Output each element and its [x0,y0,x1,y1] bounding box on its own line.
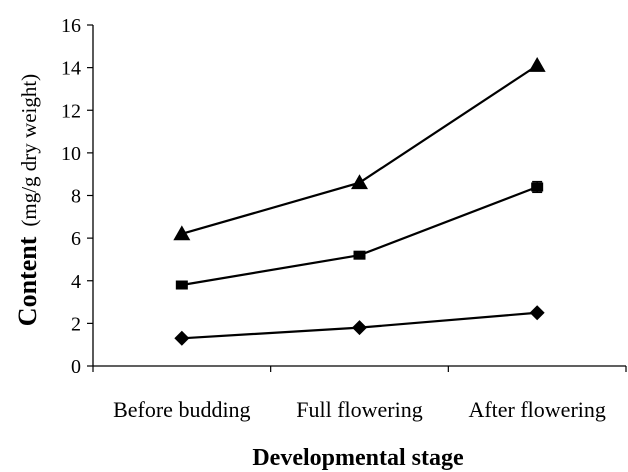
data-point-triangle [351,174,368,190]
x-category-label: Before budding [113,397,250,422]
data-point-square [531,182,544,192]
series-square [175,180,544,290]
y-tick-label: 8 [71,186,81,208]
data-point-square [353,250,366,260]
series-diamond [174,305,545,346]
y-tick-label: 2 [71,313,81,335]
data-point-diamond [352,320,367,336]
y-tick-label: 6 [71,228,81,250]
y-tick-label: 10 [61,143,81,165]
data-point-diamond [174,330,190,346]
data-point-triangle [528,56,546,72]
y-ticks: 0 2 4 6 8 10 12 14 16 [61,15,93,378]
x-category-label: Full flowering [296,397,423,422]
y-axis-title: Content (mg/g dry weight) [13,74,42,326]
series-triangle [173,56,546,241]
y-tick-label: 14 [61,58,81,80]
data-point-triangle [173,225,191,241]
x-axis-title: Developmental stage [252,445,464,471]
y-tick-label: 12 [61,100,81,122]
y-tick-label: 0 [71,356,81,378]
series-layer [173,56,546,346]
y-tick-label: 16 [61,15,81,37]
data-point-square [175,280,188,290]
series-line [181,185,538,287]
y-axis-title-bold: Content [13,236,42,326]
y-axis-title-units: (mg/g dry weight) [17,74,41,227]
x-category-label: After flowering [468,397,605,422]
y-tick-label: 4 [71,271,81,293]
axes [92,25,626,367]
data-point-diamond [529,305,545,321]
x-category-labels: Before budding Full flowering After flower… [92,366,627,422]
